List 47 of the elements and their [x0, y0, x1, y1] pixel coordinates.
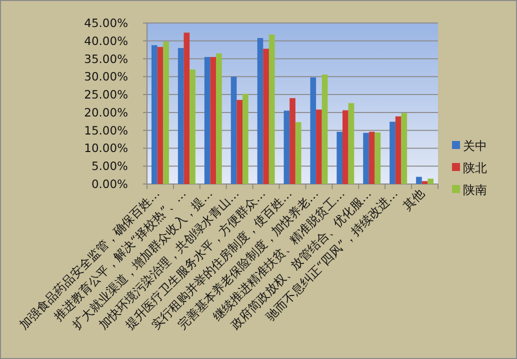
y-tick-label: 0.00% [91, 177, 128, 191]
y-tick-label: 40.00% [84, 34, 128, 48]
bar [157, 46, 164, 184]
bar [216, 53, 222, 184]
bar [163, 42, 169, 184]
bar [310, 77, 316, 184]
bar [342, 110, 348, 184]
bar [416, 176, 422, 184]
bar [284, 110, 290, 184]
y-tick-label: 25.00% [84, 88, 128, 102]
bar [401, 113, 408, 184]
bar [230, 76, 237, 184]
bar [322, 74, 328, 184]
y-tick-label: 45.00% [84, 16, 128, 30]
y-tick-label: 5.00% [91, 159, 128, 174]
bar [295, 122, 302, 184]
bar [348, 103, 354, 184]
legend-label: 关中 [463, 139, 487, 153]
legend-label: 陕北 [463, 161, 487, 175]
bar [257, 38, 264, 184]
bar [210, 56, 216, 184]
bar [374, 132, 381, 184]
bar [428, 178, 434, 184]
bar [390, 122, 396, 184]
bar [178, 48, 184, 184]
bar [151, 45, 158, 184]
bar [422, 181, 428, 184]
y-tick-label: 35.00% [84, 52, 128, 66]
bar [263, 48, 269, 184]
bar [363, 132, 369, 184]
bar [268, 34, 275, 184]
bar [204, 56, 210, 184]
legend-label: 陕南 [463, 183, 487, 197]
x-tick-label: 其他 [400, 186, 427, 214]
y-tick-label: 20.00% [84, 105, 128, 120]
y-tick-label: 15.00% [84, 123, 128, 138]
y-tick-label: 10.00% [84, 141, 128, 156]
bar [190, 70, 196, 184]
bar [184, 32, 190, 184]
bar [336, 132, 342, 184]
bar [236, 100, 242, 184]
bar [290, 98, 296, 184]
bar [395, 116, 402, 184]
y-tick-label: 30.00% [84, 70, 128, 84]
bar [242, 94, 248, 184]
bar [368, 132, 375, 184]
bar [316, 110, 322, 184]
